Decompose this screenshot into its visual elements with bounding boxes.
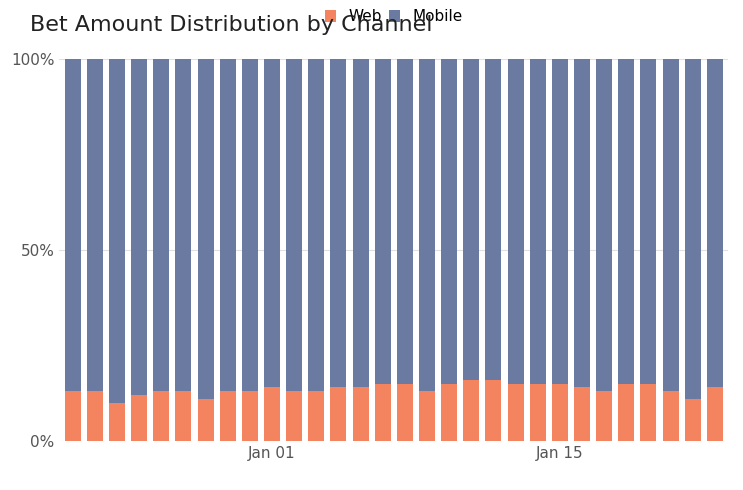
Bar	[153, 392, 169, 441]
Bar	[331, 59, 346, 388]
Bar	[640, 384, 656, 441]
Bar	[397, 384, 413, 441]
Bar	[153, 59, 169, 392]
Bar	[331, 388, 346, 441]
Bar	[507, 59, 524, 384]
Bar	[198, 399, 213, 441]
Bar	[419, 392, 435, 441]
Bar	[264, 388, 280, 441]
Bar	[574, 388, 590, 441]
Bar	[685, 59, 701, 399]
Bar	[507, 384, 524, 441]
Bar	[596, 392, 612, 441]
Bar	[65, 59, 81, 392]
Bar	[109, 403, 125, 441]
Bar	[308, 392, 324, 441]
Bar	[308, 59, 324, 392]
Bar	[374, 59, 391, 384]
Bar	[530, 384, 545, 441]
Bar	[242, 392, 258, 441]
Bar	[552, 384, 568, 441]
Bar	[353, 59, 369, 388]
Text: Bet Amount Distribution by Channel: Bet Amount Distribution by Channel	[30, 15, 432, 35]
Legend: Web, Mobile: Web, Mobile	[325, 9, 462, 24]
Bar	[530, 59, 545, 384]
Bar	[441, 59, 457, 384]
Bar	[663, 392, 678, 441]
Bar	[374, 384, 391, 441]
Bar	[175, 59, 192, 392]
Bar	[353, 388, 369, 441]
Bar	[87, 59, 103, 392]
Bar	[132, 59, 147, 395]
Bar	[685, 399, 701, 441]
Bar	[175, 392, 192, 441]
Bar	[397, 59, 413, 384]
Bar	[87, 392, 103, 441]
Bar	[220, 59, 236, 392]
Bar	[109, 59, 125, 403]
Bar	[286, 392, 302, 441]
Bar	[220, 392, 236, 441]
Bar	[286, 59, 302, 392]
Bar	[441, 384, 457, 441]
Bar	[419, 59, 435, 392]
Bar	[707, 59, 723, 388]
Bar	[552, 59, 568, 384]
Bar	[618, 384, 635, 441]
Bar	[485, 59, 502, 380]
Bar	[640, 59, 656, 384]
Bar	[242, 59, 258, 392]
Bar	[65, 392, 81, 441]
Bar	[264, 59, 280, 388]
Bar	[132, 395, 147, 441]
Bar	[464, 380, 479, 441]
Bar	[198, 59, 213, 399]
Bar	[485, 380, 502, 441]
Bar	[618, 59, 635, 384]
Bar	[464, 59, 479, 380]
Bar	[663, 59, 678, 392]
Bar	[596, 59, 612, 392]
Bar	[574, 59, 590, 388]
Bar	[707, 388, 723, 441]
